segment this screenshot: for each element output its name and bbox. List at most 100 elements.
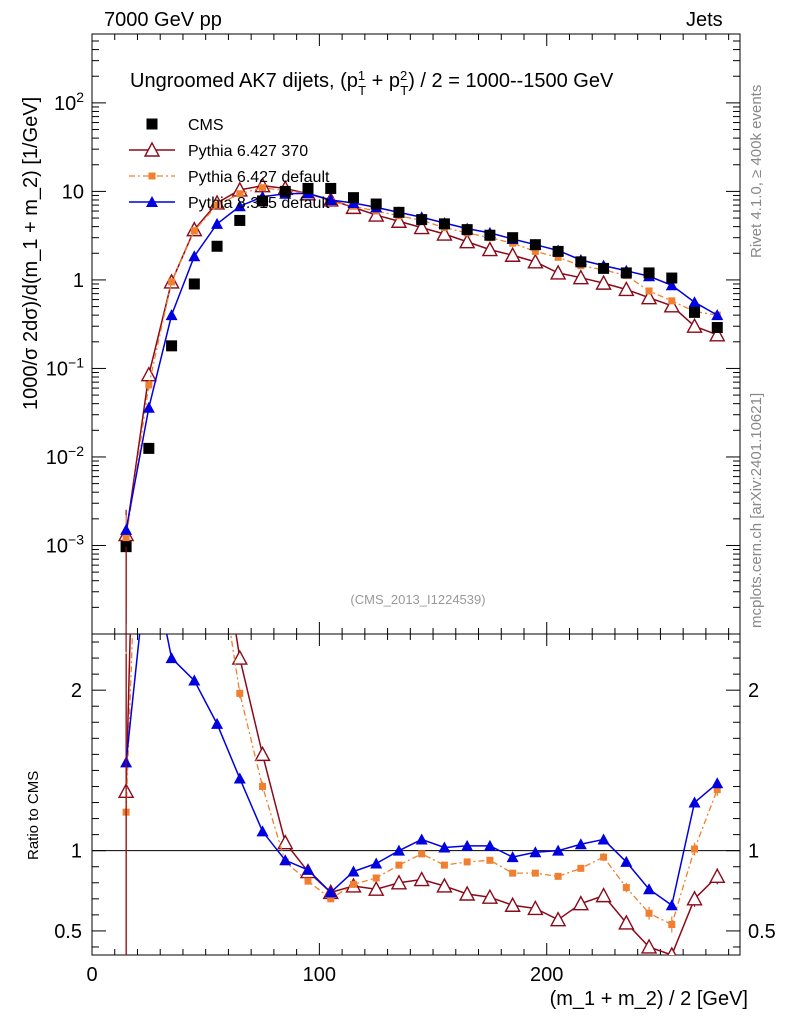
x-tick-label: 100 [303, 964, 336, 986]
data-point-p6_default [145, 381, 153, 389]
data-point-p6_370 [618, 280, 635, 297]
ratio-point-p8 [211, 717, 224, 729]
ratio-point-p8 [688, 796, 701, 808]
ratio-point-p8 [529, 846, 542, 858]
ratio-point-p8 [370, 857, 383, 869]
ratio-point-p6_370 [458, 885, 476, 901]
y-tick-label: 10−1 [46, 354, 84, 380]
ratio-point-p8 [324, 886, 337, 898]
x-tick-label: 200 [530, 964, 563, 986]
ratio-point-p6_default [554, 872, 562, 880]
y-tick-label: 1 [73, 270, 84, 292]
data-point-p8 [120, 523, 133, 535]
data-point-cms [575, 256, 587, 268]
ratio-point-p8 [643, 883, 656, 895]
data-point-p8 [165, 309, 178, 321]
data-point-p8 [188, 250, 201, 262]
ratio-point-p6_370 [254, 745, 271, 762]
data-point-cms [188, 278, 200, 290]
data-point-cms [416, 214, 428, 226]
ratio-point-p8 [392, 844, 405, 856]
data-point-cms [257, 195, 269, 207]
ratio-point-p6_default [509, 869, 517, 877]
legend-item: Pythia 6.427 default [129, 169, 330, 186]
data-point-cms [143, 442, 155, 454]
data-point-p6_default [190, 227, 198, 235]
ratio-point-p6_370 [595, 887, 612, 903]
legend-label: Pythia 8.315 default [188, 195, 330, 212]
ratio-y-tick-label-right: 0.5 [748, 921, 776, 943]
legend-item: Pythia 6.427 370 [129, 141, 308, 160]
data-point-cms [689, 306, 701, 318]
legend-marker-p8 [146, 196, 158, 207]
data-point-p6_370 [413, 219, 430, 235]
ratio-point-p6_default [418, 850, 426, 858]
analysis-id-label: (CMS_2013_I1224539) [350, 592, 485, 607]
ratio-point-p6_default [622, 884, 630, 892]
ratio-point-p8 [438, 841, 451, 853]
data-point-cms [484, 229, 496, 241]
x-axis-label: (m_1 + m_2) / 2 [GeV] [550, 988, 748, 1010]
ratio-point-p8 [665, 899, 678, 911]
ratio-point-p8 [279, 854, 292, 866]
data-point-cms [552, 245, 564, 257]
ratio-plot: 0 100 200 0.5 0.5 1 1 2 2 [54, 34, 776, 986]
ratio-y-tick-label-right: 2 [748, 680, 759, 702]
ratio-y-axis-label: Ratio to CMS [25, 771, 42, 860]
data-point-p6_370 [140, 366, 158, 382]
legend-item: Pythia 8.315 default [129, 195, 330, 212]
legend-marker-cms [146, 118, 158, 130]
data-point-p6_default [122, 534, 130, 542]
ratio-point-p8 [165, 652, 178, 664]
ratio-point-p6_370 [231, 649, 248, 665]
data-point-cms [325, 182, 337, 194]
ratio-point-p8 [256, 825, 269, 837]
data-point-p8 [688, 296, 701, 308]
data-point-p6_370 [640, 289, 658, 305]
legend-item: CMS [146, 117, 224, 134]
ratio-point-p6_default [577, 864, 585, 872]
data-point-cms [507, 232, 519, 244]
ratio-point-p8 [233, 772, 246, 784]
ratio-point-p6_370 [640, 938, 658, 954]
chart-labels: Ungroomed AK7 dijets, (p1 T + p2 T) / 2 = … [20, 68, 765, 1011]
series-line-p6_default [125, 187, 718, 539]
series-cms [120, 182, 723, 553]
data-point-cms [461, 224, 473, 236]
ratio-point-p6_370 [667, 946, 677, 955]
ratio-point-p6_370 [504, 896, 521, 912]
ratio-point-p8 [574, 838, 587, 850]
ratio-point-p6_default [713, 786, 721, 794]
main-series-group [117, 177, 726, 634]
data-point-p6_default [236, 190, 244, 198]
mcplots-label: mcplots.cern.ch [arXiv:2401.10621] [748, 393, 765, 628]
ratio-point-p8 [506, 851, 519, 863]
data-point-cms [529, 239, 541, 251]
series-p6_370 [117, 177, 726, 624]
ratio-point-p8 [711, 777, 724, 789]
y-tick-label: 10 [62, 181, 84, 203]
ratio-point-p6_default [440, 861, 448, 869]
ratio-point-p8 [620, 855, 633, 867]
main-y-axis-label: 1000/σ 2dσ)/d(m_1 + m_2) [1/GeV] [20, 97, 42, 410]
data-point-p8 [324, 193, 337, 205]
y-tick-label: 10−2 [46, 443, 84, 469]
ratio-point-p6_default [486, 856, 494, 864]
ratio-point-p6_370 [572, 895, 590, 911]
data-point-cms [234, 214, 246, 226]
legend-marker-p6_370 [143, 141, 161, 157]
ratio-point-p6_default [304, 877, 312, 885]
data-point-p6_default [213, 201, 221, 209]
ratio-point-p6_default [668, 921, 676, 929]
legend-marker-p6_default [148, 172, 156, 180]
ratio-point-p6_default [259, 782, 267, 790]
ratio-point-p8 [415, 833, 428, 845]
ratio-point-p6_370 [413, 871, 430, 887]
ratio-point-p6_370 [527, 899, 544, 916]
data-point-cms [598, 262, 610, 274]
data-point-cms [166, 340, 178, 352]
data-point-cms [620, 267, 632, 279]
data-point-p6_370 [390, 212, 408, 228]
ratio-point-p8 [552, 844, 565, 856]
